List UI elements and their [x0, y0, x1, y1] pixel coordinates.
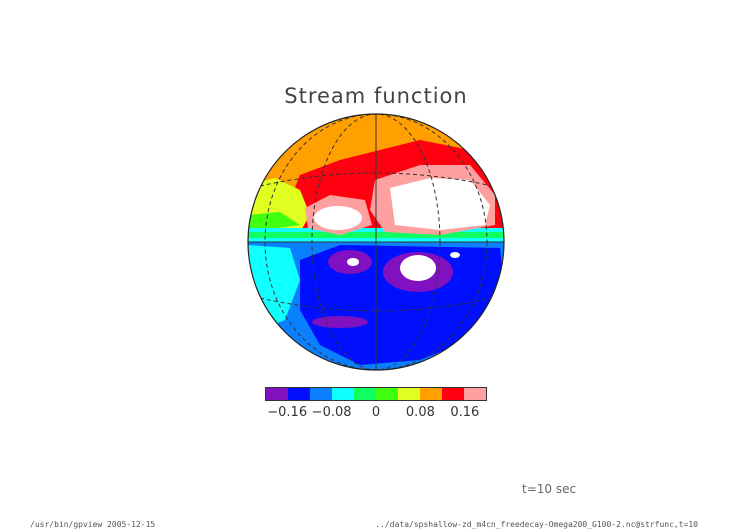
- footer-data-source: ../data/spshallow-zd_m4cn_freedecay-Omeg…: [375, 520, 698, 529]
- region-min-white: [400, 255, 436, 281]
- colorbar-swatch-2: [310, 388, 332, 400]
- colorbar-swatch-6: [398, 388, 420, 400]
- colorbar-tick-label: 0.16: [450, 405, 480, 420]
- colorbar-swatch-8: [442, 388, 464, 400]
- globe-outline: [247, 113, 505, 371]
- colorbar-tick-label: 0.08: [405, 405, 435, 420]
- plot-title: Stream function: [284, 84, 468, 108]
- colorbar-swatch-5: [376, 388, 398, 400]
- colorbar-swatch-9: [464, 388, 486, 400]
- colorbar-tick-label: −0.08: [311, 405, 352, 420]
- colorbar: [265, 387, 487, 401]
- region-max-white: [390, 178, 490, 230]
- time-label: t=10 sec: [522, 482, 577, 496]
- footer-program-date: /usr/bin/gpview 2005-12-15: [30, 520, 156, 529]
- colorbar-swatch-4: [354, 388, 376, 400]
- colorbar-swatch-1: [288, 388, 310, 400]
- colorbar-tick-label: 0: [371, 405, 381, 420]
- colorbar-swatch-3: [332, 388, 354, 400]
- region-blue: [300, 245, 504, 365]
- colorbar-swatch-7: [420, 388, 442, 400]
- colorbar-tick-label: −0.16: [267, 405, 308, 420]
- colorbar-swatch-0: [266, 388, 288, 400]
